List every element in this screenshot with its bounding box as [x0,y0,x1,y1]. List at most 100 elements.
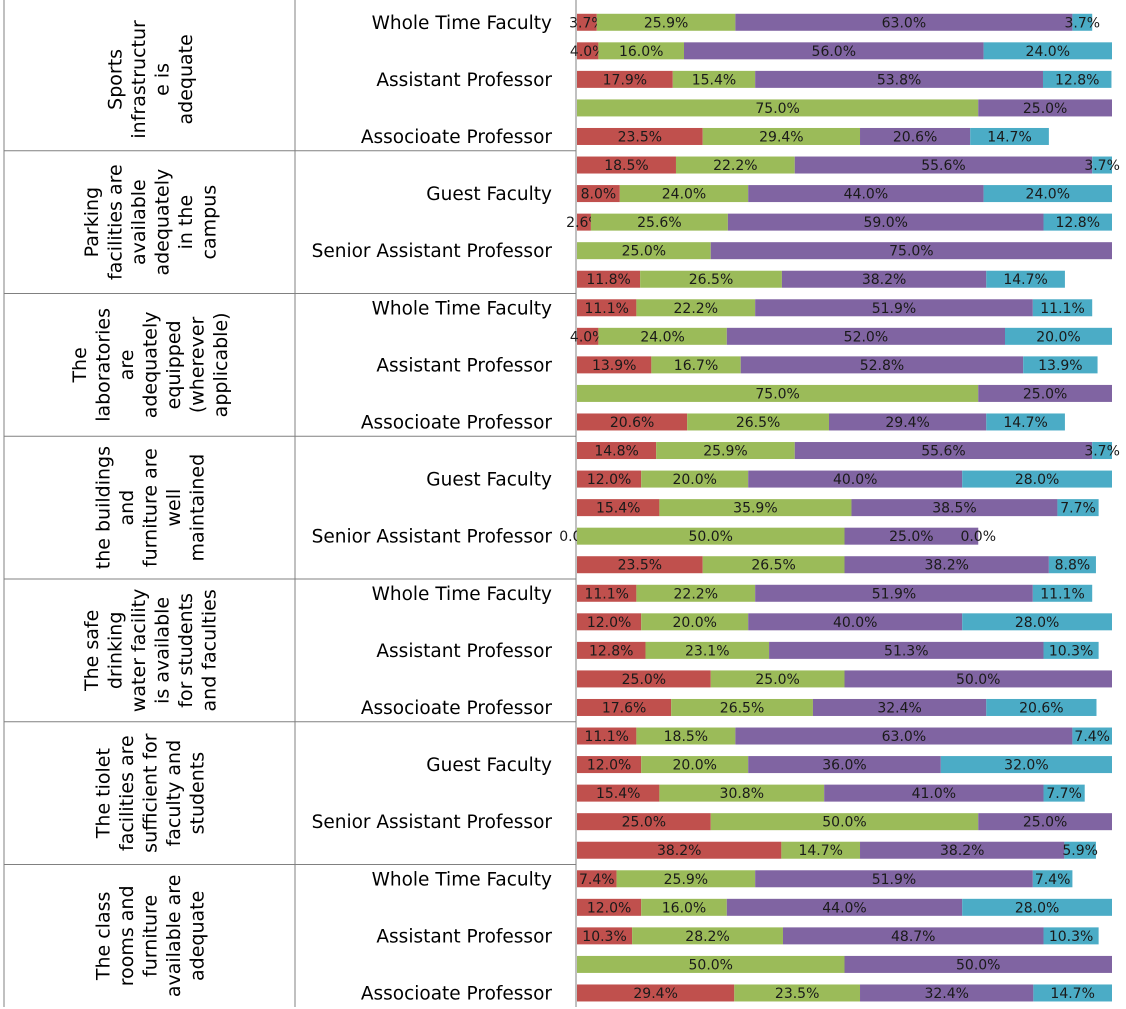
bar-segment [851,499,1058,517]
data-label: 50.0% [822,815,866,831]
bar-segment [726,898,963,916]
group-label: The class rooms and furniture available are… [93,875,209,998]
bar-segment [986,698,1097,716]
bar-segment [860,984,1034,1002]
bar-segment [577,955,845,973]
group-label-line: furniture are [140,448,162,567]
group-label-line: drinking [104,612,126,690]
chart-frame [3,0,577,1007]
group-label-line: sufficient for [140,733,162,853]
data-label: 3.7% [1065,15,1101,31]
bar-segment [577,984,735,1002]
data-label: 10.3% [1049,929,1093,945]
data-label: 4.0% [570,329,606,345]
bar-segment [651,356,741,374]
data-label: 8.8% [1055,558,1091,574]
bar-segment [577,784,660,802]
bar-segment [577,213,591,231]
bar-segment [1042,70,1112,88]
bar-segment [734,984,861,1002]
category-label: Assistant Professor [376,641,552,662]
data-label: 38.2% [657,843,701,859]
bar-segment [844,556,1049,574]
data-label: 7.4% [1074,729,1110,745]
data-label: 12.0% [587,758,631,774]
group-label-line: rooms and [116,885,138,986]
group-label-line: Parking [81,187,103,257]
data-label: 4.0% [570,44,606,60]
bar-row: 18.5% 22.2% 55.6% 3.7% [577,156,1120,174]
bar-row: 11.1% 22.2% 51.9% 11.1% [577,584,1093,602]
bar-segment [710,670,845,688]
bar-segment [616,870,756,888]
data-label: 11.1% [1040,586,1084,602]
data-label: 25.0% [889,529,933,545]
bar-segment [577,356,652,374]
bar-segment [1048,556,1096,574]
bar-segment [748,470,963,488]
bar-segment [755,299,1033,317]
bar-segment [577,384,979,402]
data-label: 59.0% [863,215,907,231]
data-label: 13.9% [1038,358,1082,374]
group-label-line: well [163,489,185,527]
group-label-line: adequately [140,311,162,418]
bar-segment [860,127,971,145]
bar-segment [794,442,1093,460]
bar-segment [735,13,1073,31]
category-label: Associoate Professor [361,127,553,148]
category-label: Guest Faculty [426,755,552,776]
bar-segment [844,527,979,545]
data-label: 28.2% [685,929,729,945]
group-label-line: (wherever [187,316,209,413]
data-label: 28.0% [1015,900,1059,916]
data-label: 56.0% [812,44,856,60]
category-label: Guest Faculty [426,470,552,491]
category-label: Whole Time Faculty [372,869,552,890]
data-label: 52.8% [860,358,904,374]
bar-segment [1032,299,1093,317]
bar-row: 11.1% 18.5% 63.0% 7.4% [577,727,1112,745]
data-label: 50.0% [956,672,1000,688]
bar-segment [619,185,749,203]
data-label: 53.8% [877,72,921,88]
data-label: 3.7% [1084,158,1120,174]
group-label: the buildings and furniture are well maintai… [93,446,209,569]
bar-segment [577,13,597,31]
bar-segment [1033,984,1112,1002]
bar-segment [702,127,861,145]
bar-segment [748,756,941,774]
bar-segment [598,327,727,345]
category-label: Whole Time Faculty [372,298,552,319]
bar-segment [577,813,711,831]
group-label-line: infrastructur [128,20,150,139]
data-label: 22.2% [674,586,718,602]
data-label: 14.7% [1003,415,1047,431]
bar-row: 2.6% 25.6% 59.0% 12.8% [566,213,1112,231]
bar-row: 29.4% 23.5% 32.4% 14.7% [577,984,1112,1002]
data-label: 75.0% [889,244,933,260]
data-label: 75.0% [755,101,799,117]
data-label: 7.7% [1046,786,1082,802]
category-label: Senior Assistant Professor [312,527,553,548]
bar-segment [726,327,1005,345]
group-label-line: e is [151,63,173,96]
data-label: 12.8% [589,643,633,659]
data-label: 25.9% [703,444,747,460]
bar-segment [710,813,979,831]
bar-segment [702,556,845,574]
bar-segment [1064,841,1096,859]
data-label: 20.0% [672,615,716,631]
bar-row: 0.0%50.0%25.0%0.0% [559,527,996,545]
data-label: 25.0% [622,815,666,831]
data-label: 12.8% [1055,72,1099,88]
data-label: 24.0% [1026,44,1070,60]
data-label: 16.7% [674,358,718,374]
data-label: 38.2% [862,272,906,288]
bar-segment [577,127,703,145]
category-label: Whole Time Faculty [372,584,552,605]
bar-segment [636,727,736,745]
data-label: 14.7% [1003,272,1047,288]
bar-segment [978,99,1112,117]
